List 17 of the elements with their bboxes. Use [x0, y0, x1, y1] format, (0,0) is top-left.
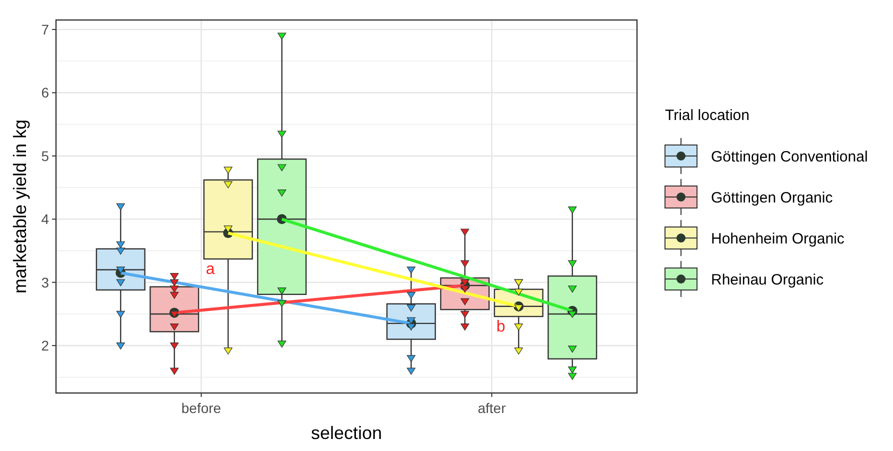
y-tick-label: 7	[41, 21, 50, 38]
legend-label: Göttingen Organic	[711, 189, 834, 206]
annotation: b	[496, 318, 506, 336]
y-axis-title: marketable yield in kg	[10, 119, 30, 294]
y-tick-label: 2	[41, 337, 50, 354]
y-tick-label: 3	[41, 274, 50, 290]
y-tick-label: 6	[41, 84, 50, 101]
x-tick-label: before	[181, 400, 222, 416]
annotation: a	[206, 260, 215, 278]
y-tick-label: 4	[41, 211, 50, 228]
legend-label: Hohenheim Organic	[711, 230, 845, 248]
y-tick-label: 5	[41, 148, 50, 164]
legend-label: Göttingen Conventional	[711, 148, 868, 166]
legend-label: Rheinau Organic	[711, 271, 824, 288]
legend-title: Trial location	[665, 107, 750, 124]
x-axis-title: selection	[310, 423, 382, 443]
x-tick-label: after	[478, 400, 506, 416]
